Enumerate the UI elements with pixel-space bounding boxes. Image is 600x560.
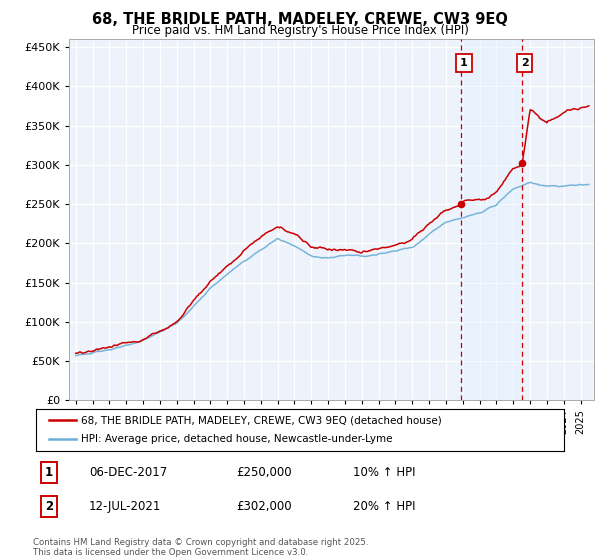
Text: 10% ↑ HPI: 10% ↑ HPI — [353, 466, 415, 479]
Text: Contains HM Land Registry data © Crown copyright and database right 2025.
This d: Contains HM Land Registry data © Crown c… — [33, 538, 368, 557]
Bar — [461, 39, 522, 400]
Text: £250,000: £250,000 — [236, 466, 292, 479]
Text: 1: 1 — [460, 58, 468, 68]
Text: Price paid vs. HM Land Registry's House Price Index (HPI): Price paid vs. HM Land Registry's House … — [131, 24, 469, 36]
Text: 06-DEC-2017: 06-DEC-2017 — [89, 466, 167, 479]
Text: 12-JUL-2021: 12-JUL-2021 — [89, 500, 161, 514]
Text: 20% ↑ HPI: 20% ↑ HPI — [353, 500, 415, 514]
Text: £302,000: £302,000 — [236, 500, 292, 514]
Text: 2: 2 — [45, 500, 53, 514]
Text: 68, THE BRIDLE PATH, MADELEY, CREWE, CW3 9EQ (detached house): 68, THE BRIDLE PATH, MADELEY, CREWE, CW3… — [81, 415, 442, 425]
Text: 68, THE BRIDLE PATH, MADELEY, CREWE, CW3 9EQ: 68, THE BRIDLE PATH, MADELEY, CREWE, CW3… — [92, 12, 508, 27]
Text: 1: 1 — [45, 466, 53, 479]
Text: HPI: Average price, detached house, Newcastle-under-Lyme: HPI: Average price, detached house, Newc… — [81, 435, 392, 445]
Text: 2: 2 — [521, 58, 529, 68]
